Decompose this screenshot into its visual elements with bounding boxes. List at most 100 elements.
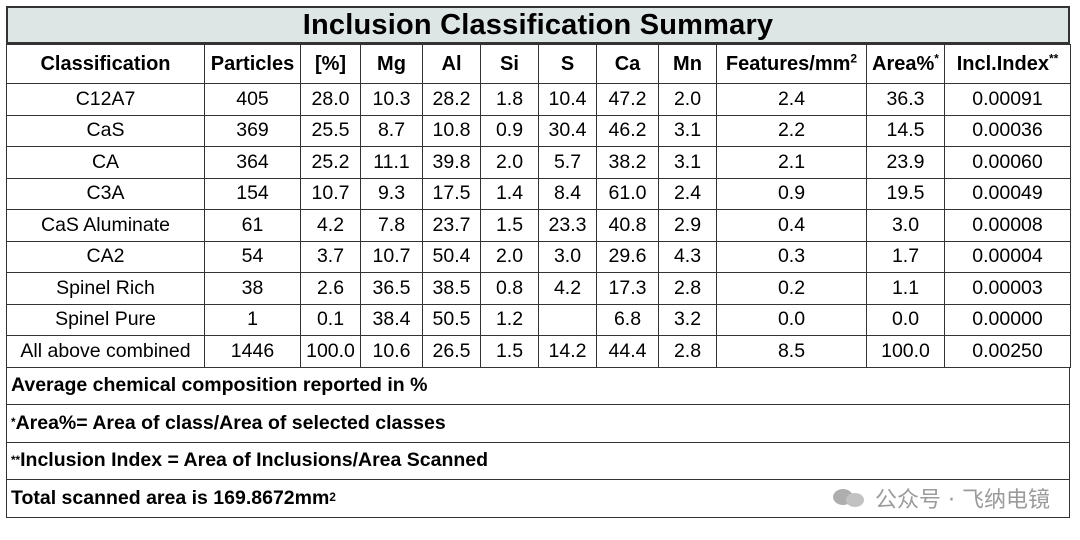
cell-ca: 46.2 — [596, 114, 659, 147]
table-row: CaS 369 25.5 8.7 10.8 0.9 30.4 46.2 3.1 2.2 14.5 0.… — [6, 114, 1071, 147]
cell-ca: 47.2 — [596, 83, 659, 116]
watermark: 公众号 · 飞纳电镜 — [833, 482, 1050, 514]
cell-mn: 3.2 — [658, 303, 717, 336]
note-index-definition: ** Inclusion Index = Area of Inclusions/A… — [6, 442, 1070, 480]
cell-al: 39.8 — [422, 146, 481, 179]
cell-particles: 154 — [204, 177, 301, 210]
cell-ca: 29.6 — [596, 240, 659, 273]
cell-classification: Spinel Pure — [6, 303, 205, 336]
cell-si: 1.5 — [480, 209, 539, 242]
classification-table: Classification Particles [%] Mg Al Si S … — [6, 44, 1071, 368]
table-row: C3A 154 10.7 9.3 17.5 1.4 8.4 61.0 2.4 0.9 19.5 0.0… — [6, 177, 1071, 210]
cell-al: 38.5 — [422, 272, 481, 305]
cell-features: 0.9 — [716, 177, 867, 210]
cell-index: 0.00049 — [944, 177, 1071, 210]
cell-pct: 10.7 — [300, 177, 361, 210]
cell-classification: CaS Aluminate — [6, 209, 205, 242]
col-header-area: Area%* — [866, 44, 945, 84]
note-composition: Average chemical composition reported in… — [6, 367, 1070, 405]
cell-classification: All above combined — [6, 335, 205, 368]
cell-index: 0.00000 — [944, 303, 1071, 336]
cell-mg: 10.7 — [360, 240, 423, 273]
col-header-mg: Mg — [360, 44, 423, 84]
cell-al: 28.2 — [422, 83, 481, 116]
cell-pct: 100.0 — [300, 335, 361, 368]
cell-particles: 369 — [204, 114, 301, 147]
cell-mg: 10.6 — [360, 335, 423, 368]
cell-si: 1.2 — [480, 303, 539, 336]
cell-s: 3.0 — [538, 240, 597, 273]
cell-mn: 2.0 — [658, 83, 717, 116]
cell-mn: 2.9 — [658, 209, 717, 242]
cell-al: 23.7 — [422, 209, 481, 242]
col-header-ca: Ca — [596, 44, 659, 84]
cell-particles: 54 — [204, 240, 301, 273]
cell-al: 50.4 — [422, 240, 481, 273]
cell-pct: 4.2 — [300, 209, 361, 242]
cell-classification: C3A — [6, 177, 205, 210]
table-title: Inclusion Classification Summary — [6, 6, 1070, 44]
cell-index: 0.00250 — [944, 335, 1071, 368]
table-row: CA 364 25.2 11.1 39.8 2.0 5.7 38.2 3.1 2.1 23.9 0.0… — [6, 146, 1071, 179]
cell-classification: CaS — [6, 114, 205, 147]
cell-area: 36.3 — [866, 83, 945, 116]
cell-mg: 36.5 — [360, 272, 423, 305]
cell-mg: 7.8 — [360, 209, 423, 242]
cell-mn: 2.8 — [658, 272, 717, 305]
cell-s: 30.4 — [538, 114, 597, 147]
cell-pct: 3.7 — [300, 240, 361, 273]
cell-features: 2.1 — [716, 146, 867, 179]
cell-classification: C12A7 — [6, 83, 205, 116]
cell-index: 0.00036 — [944, 114, 1071, 147]
wechat-icon — [833, 487, 867, 509]
cell-features: 0.0 — [716, 303, 867, 336]
cell-area: 19.5 — [866, 177, 945, 210]
col-header-particles: Particles — [204, 44, 301, 84]
cell-si: 1.8 — [480, 83, 539, 116]
cell-pct: 25.5 — [300, 114, 361, 147]
cell-ca: 17.3 — [596, 272, 659, 305]
summary-table-frame: Inclusion Classification Summary Classif… — [6, 6, 1071, 530]
cell-si: 1.4 — [480, 177, 539, 210]
cell-pct: 28.0 — [300, 83, 361, 116]
cell-ca: 40.8 — [596, 209, 659, 242]
table-row: All above combined 1446 100.0 10.6 26.5 1.5 14… — [6, 335, 1071, 368]
cell-area: 23.9 — [866, 146, 945, 179]
cell-s: 14.2 — [538, 335, 597, 368]
cell-mn: 4.3 — [658, 240, 717, 273]
cell-index: 0.00091 — [944, 83, 1071, 116]
cell-particles: 405 — [204, 83, 301, 116]
cell-area: 0.0 — [866, 303, 945, 336]
cell-pct: 0.1 — [300, 303, 361, 336]
cell-area: 100.0 — [866, 335, 945, 368]
cell-area: 1.1 — [866, 272, 945, 305]
cell-s: 4.2 — [538, 272, 597, 305]
col-header-features: Features/mm2 — [716, 44, 867, 84]
cell-mn: 3.1 — [658, 146, 717, 179]
cell-ca: 38.2 — [596, 146, 659, 179]
col-header-si: Si — [480, 44, 539, 84]
col-header-mn: Mn — [658, 44, 717, 84]
cell-s: 10.4 — [538, 83, 597, 116]
cell-s — [538, 303, 597, 336]
cell-s: 5.7 — [538, 146, 597, 179]
cell-particles: 364 — [204, 146, 301, 179]
cell-ca: 6.8 — [596, 303, 659, 336]
cell-particles: 1 — [204, 303, 301, 336]
cell-s: 23.3 — [538, 209, 597, 242]
cell-particles: 61 — [204, 209, 301, 242]
cell-area: 3.0 — [866, 209, 945, 242]
cell-area: 1.7 — [866, 240, 945, 273]
col-header-classification: Classification — [6, 44, 205, 84]
cell-ca: 61.0 — [596, 177, 659, 210]
cell-mn: 3.1 — [658, 114, 717, 147]
cell-features: 0.4 — [716, 209, 867, 242]
cell-si: 2.0 — [480, 240, 539, 273]
cell-mn: 2.8 — [658, 335, 717, 368]
cell-mg: 8.7 — [360, 114, 423, 147]
cell-si: 2.0 — [480, 146, 539, 179]
table-row: C12A7 405 28.0 10.3 28.2 1.8 10.4 47.2 2.0 2.4 36.… — [6, 83, 1071, 116]
cell-features: 0.2 — [716, 272, 867, 305]
cell-pct: 2.6 — [300, 272, 361, 305]
note-area-definition: * Area%= Area of class/Area of selected c… — [6, 405, 1070, 443]
